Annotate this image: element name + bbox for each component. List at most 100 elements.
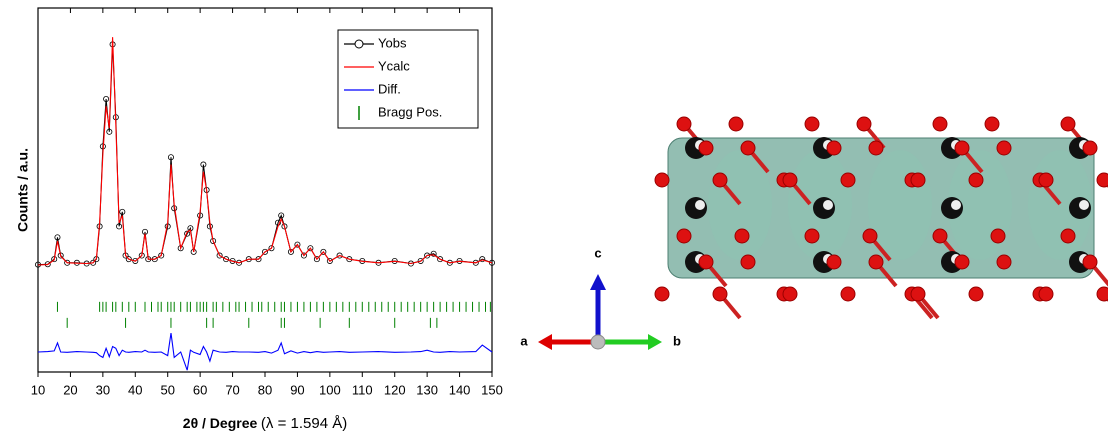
cation-highlight <box>823 200 833 210</box>
data-point <box>51 256 58 263</box>
x-tick-label: 70 <box>225 382 239 397</box>
x-tick-label: 40 <box>128 382 142 397</box>
oxygen-atom <box>1060 116 1076 132</box>
oxygen-atom <box>996 140 1012 156</box>
oxygen-atom <box>654 172 670 188</box>
data-point <box>54 234 61 241</box>
oxygen-atom <box>954 254 970 270</box>
legend-label: Bragg Pos. <box>378 104 442 119</box>
oxygen-atom <box>840 172 856 188</box>
x-tick-label: 20 <box>63 382 77 397</box>
data-point <box>287 248 294 255</box>
oxygen-atom <box>740 254 756 270</box>
axis-label: a <box>520 333 528 348</box>
oxygen-atom <box>932 116 948 132</box>
legend-label: Diff. <box>378 81 401 96</box>
oxygen-atom <box>968 286 984 302</box>
series-line <box>37 37 493 266</box>
x-tick-label: 60 <box>193 382 207 397</box>
data-point <box>391 257 398 264</box>
oxygen-atom <box>804 116 820 132</box>
axis-a-head <box>538 334 552 350</box>
data-point <box>236 259 243 266</box>
data-point <box>313 256 320 263</box>
data-point <box>479 256 486 263</box>
legend-marker <box>354 39 364 49</box>
oxygen-atom <box>868 140 884 156</box>
data-point <box>281 223 288 230</box>
series-line <box>37 333 493 371</box>
axis-label: c <box>594 245 601 260</box>
x-tick-label: 100 <box>319 382 341 397</box>
x-axis-label-note: (λ = 1.594 Å) <box>261 415 347 432</box>
x-tick-label: 150 <box>481 382 503 397</box>
x-tick-label: 130 <box>416 382 438 397</box>
oxygen-atom <box>654 286 670 302</box>
data-point <box>106 128 113 135</box>
data-point <box>326 257 333 264</box>
data-point <box>456 257 463 264</box>
oxygen-atom <box>954 140 970 156</box>
oxygen-atom <box>1082 254 1098 270</box>
data-point <box>488 259 495 266</box>
axis-origin <box>590 334 606 350</box>
data-point <box>216 252 223 259</box>
x-tick-label: 30 <box>96 382 110 397</box>
oxygen-atom <box>1096 286 1108 302</box>
oxygen-atom <box>728 116 744 132</box>
oxygen-atom <box>734 228 750 244</box>
data-point <box>167 154 174 161</box>
x-tick-label: 120 <box>384 382 406 397</box>
oxygen-atom <box>676 228 692 244</box>
oxygen-atom <box>676 116 692 132</box>
x-axis-label-main: 2θ / Degree <box>183 415 258 431</box>
oxygen-atom <box>984 116 1000 132</box>
data-point <box>336 252 343 259</box>
oxygen-atom <box>996 254 1012 270</box>
oxygen-atom <box>910 172 926 188</box>
data-point <box>430 250 437 257</box>
oxygen-atom <box>804 228 820 244</box>
data-point <box>184 230 191 237</box>
x-tick-label: 80 <box>258 382 272 397</box>
data-point <box>320 248 327 255</box>
oxygen-atom <box>1082 140 1098 156</box>
oxygen-atom <box>932 228 948 244</box>
oxygen-atom <box>740 140 756 156</box>
data-point <box>417 257 424 264</box>
oxygen-atom <box>826 140 842 156</box>
x-tick-label: 90 <box>290 382 304 397</box>
data-point <box>223 256 230 263</box>
oxygen-atom <box>868 254 884 270</box>
legend-label: Yobs <box>378 35 407 50</box>
data-point <box>294 241 301 248</box>
oxygen-atom <box>862 228 878 244</box>
data-point <box>200 161 207 168</box>
oxygen-atom <box>968 172 984 188</box>
legend-label: Ycalc <box>378 58 410 73</box>
data-point <box>300 252 307 259</box>
axis-b-head <box>648 334 662 350</box>
oxygen-atom <box>1038 286 1054 302</box>
data-point <box>261 248 268 255</box>
data-point <box>307 245 314 252</box>
oxygen-atom <box>1038 172 1054 188</box>
x-tick-label: 10 <box>31 382 45 397</box>
x-tick-label: 110 <box>352 382 373 397</box>
oxygen-atom <box>1096 172 1108 188</box>
oxygen-atom <box>782 172 798 188</box>
crystal-structure <box>654 116 1108 320</box>
oxygen-atom <box>712 286 728 302</box>
oxygen-atom <box>698 254 714 270</box>
data-point <box>119 208 126 215</box>
oxygen-atom <box>840 286 856 302</box>
data-point <box>57 252 64 259</box>
x-tick-label: 140 <box>449 382 471 397</box>
cation-highlight <box>695 200 705 210</box>
data-point <box>103 96 110 103</box>
oxygen-atom <box>990 228 1006 244</box>
oxygen-atom <box>698 140 714 156</box>
cation-highlight <box>1079 200 1089 210</box>
oxygen-atom <box>782 286 798 302</box>
